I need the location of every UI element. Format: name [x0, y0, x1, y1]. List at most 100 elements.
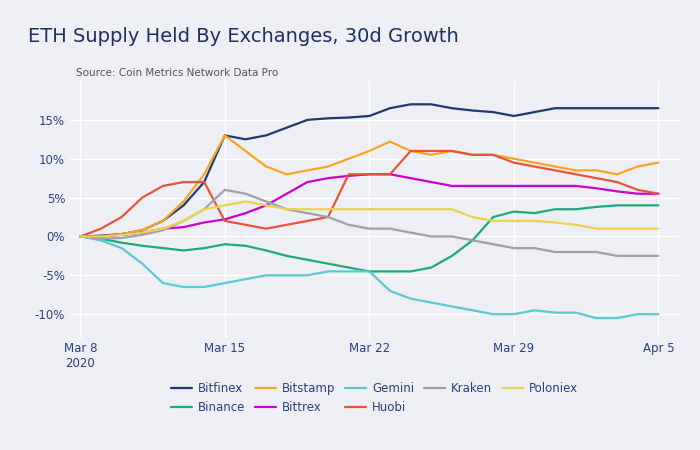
Gemini [200, 284, 209, 290]
Huobi [613, 180, 622, 185]
Line: Binance: Binance [80, 205, 659, 271]
Bitfinex [262, 133, 270, 138]
Binance [138, 243, 146, 248]
Gemini [613, 315, 622, 321]
Bitstamp [613, 171, 622, 177]
Bittrex [159, 226, 167, 231]
Bitfinex [324, 116, 332, 121]
Bitstamp [448, 148, 456, 153]
Poloniex [634, 226, 642, 231]
Huobi [118, 214, 126, 220]
Bitstamp [572, 168, 580, 173]
Kraken [613, 253, 622, 259]
Bitfinex [179, 202, 188, 208]
Line: Gemini: Gemini [80, 236, 659, 318]
Kraken [324, 214, 332, 220]
Bittrex [468, 183, 477, 189]
Bittrex [448, 183, 456, 189]
Bittrex [283, 191, 291, 196]
Bittrex [262, 202, 270, 208]
Poloniex [489, 218, 498, 224]
Huobi [200, 180, 209, 185]
Bitstamp [531, 160, 539, 165]
Gemini [531, 308, 539, 313]
Bittrex [138, 230, 146, 235]
Poloniex [344, 207, 353, 212]
Bittrex [592, 185, 601, 191]
Gemini [344, 269, 353, 274]
Gemini [654, 311, 663, 317]
Gemini [365, 269, 374, 274]
Kraken [303, 211, 312, 216]
Kraken [365, 226, 374, 231]
Binance [531, 211, 539, 216]
Bitfinex [97, 233, 105, 238]
Poloniex [551, 220, 559, 225]
Binance [427, 265, 435, 270]
Kraken [592, 249, 601, 255]
Bitfinex [634, 105, 642, 111]
Bittrex [76, 234, 85, 239]
Binance [365, 269, 374, 274]
Bitstamp [138, 228, 146, 233]
Kraken [118, 235, 126, 241]
Legend: Bitfinex, Binance, Bitstamp, Bittrex, Gemini, Huobi, Kraken, Poloniex: Bitfinex, Binance, Bitstamp, Bittrex, Ge… [172, 382, 578, 414]
Bittrex [118, 232, 126, 238]
Binance [283, 253, 291, 259]
Huobi [592, 176, 601, 181]
Bitstamp [159, 218, 167, 224]
Poloniex [427, 207, 435, 212]
Binance [97, 236, 105, 242]
Huobi [407, 148, 415, 153]
Bittrex [97, 234, 105, 239]
Bitfinex [654, 105, 663, 111]
Bitstamp [427, 152, 435, 158]
Binance [262, 248, 270, 253]
Bitstamp [118, 231, 126, 237]
Huobi [324, 214, 332, 220]
Binance [551, 207, 559, 212]
Gemini [510, 311, 518, 317]
Gemini [262, 273, 270, 278]
Gemini [97, 238, 105, 243]
Huobi [138, 195, 146, 200]
Poloniex [76, 234, 85, 239]
Poloniex [159, 226, 167, 231]
Bitstamp [200, 171, 209, 177]
Line: Huobi: Huobi [80, 151, 659, 236]
Kraken [468, 238, 477, 243]
Bitstamp [241, 148, 250, 153]
Bitstamp [386, 139, 394, 144]
Bitfinex [468, 108, 477, 113]
Bitfinex [118, 231, 126, 237]
Kraken [654, 253, 663, 259]
Gemini [489, 311, 498, 317]
Bitfinex [220, 133, 229, 138]
Poloniex [303, 207, 312, 212]
Bitfinex [138, 228, 146, 233]
Bittrex [200, 220, 209, 225]
Poloniex [407, 207, 415, 212]
Huobi [654, 191, 663, 196]
Huobi [241, 222, 250, 228]
Binance [489, 214, 498, 220]
Poloniex [448, 207, 456, 212]
Kraken [551, 249, 559, 255]
Bitstamp [468, 152, 477, 158]
Bitstamp [179, 199, 188, 204]
Bitfinex [572, 105, 580, 111]
Binance [572, 207, 580, 212]
Bitfinex [613, 105, 622, 111]
Bitfinex [76, 234, 85, 239]
Binance [448, 253, 456, 259]
Huobi [489, 152, 498, 158]
Bitfinex [510, 113, 518, 119]
Gemini [448, 304, 456, 309]
Binance [200, 245, 209, 251]
Gemini [159, 280, 167, 286]
Kraken [159, 228, 167, 233]
Gemini [179, 284, 188, 290]
Poloniex [262, 202, 270, 208]
Poloniex [365, 207, 374, 212]
Huobi [220, 218, 229, 224]
